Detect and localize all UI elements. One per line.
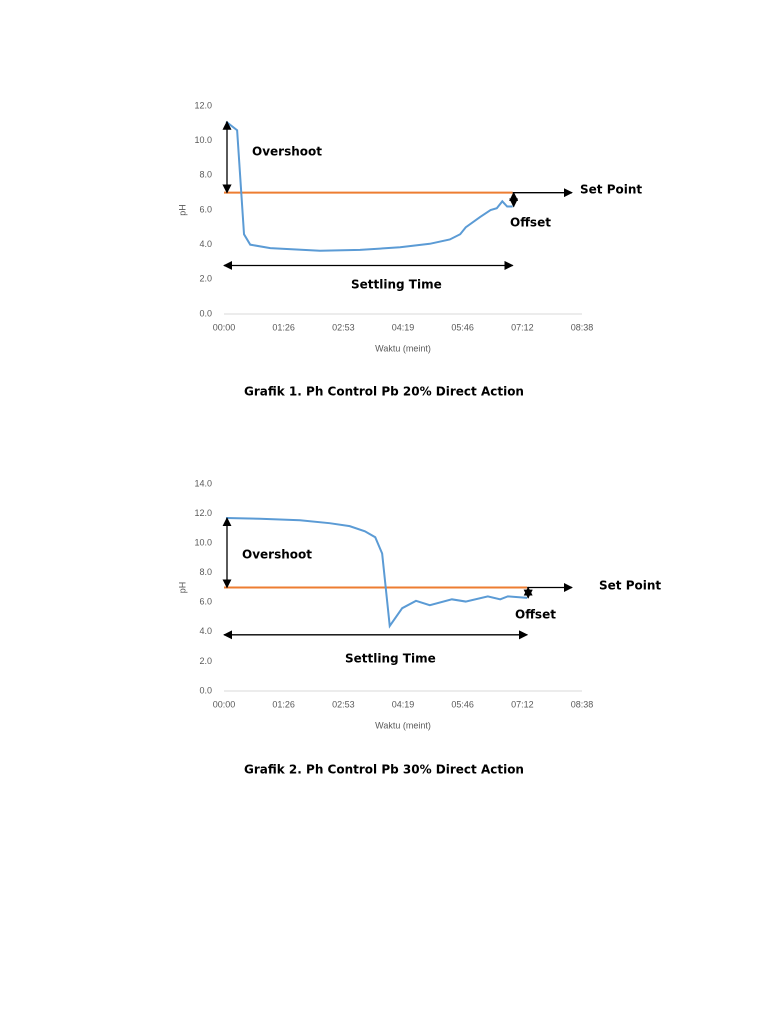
y-tick-label: 10.0 xyxy=(194,135,212,145)
y-tick-label: 2.0 xyxy=(199,274,212,284)
y-tick-label: 10.0 xyxy=(194,538,212,548)
annotation: Offset xyxy=(515,608,556,622)
y-axis-label: pH xyxy=(177,582,187,594)
y-tick-label: 14.0 xyxy=(194,478,212,488)
y-tick-label: 4.0 xyxy=(199,626,212,636)
annotation: Set Point xyxy=(599,579,661,593)
x-tick-label: 01:26 xyxy=(272,322,295,332)
annotation: Settling Time xyxy=(351,278,442,292)
chart-caption: Grafik 2. Ph Control Pb 30% Direct Actio… xyxy=(244,763,524,777)
y-tick-label: 4.0 xyxy=(199,239,212,249)
chart-caption: Grafik 1. Ph Control Pb 20% Direct Actio… xyxy=(244,385,524,399)
x-tick-label: 07:12 xyxy=(511,322,534,332)
y-tick-label: 6.0 xyxy=(199,597,212,607)
x-tick-label: 04:19 xyxy=(392,322,415,332)
x-tick-label: 08:38 xyxy=(571,699,594,709)
annotation: Settling Time xyxy=(345,652,436,666)
y-tick-label: 8.0 xyxy=(199,567,212,577)
ph-line xyxy=(225,120,513,252)
x-tick-label: 00:00 xyxy=(213,322,236,332)
x-tick-label: 04:19 xyxy=(392,699,415,709)
y-tick-label: 2.0 xyxy=(199,656,212,666)
x-axis-label: Waktu (meint) xyxy=(375,720,431,730)
x-tick-label: 07:12 xyxy=(511,699,534,709)
y-axis-label: pH xyxy=(177,204,187,216)
x-tick-label: 02:53 xyxy=(332,322,355,332)
annotation: Overshoot xyxy=(252,145,322,159)
x-tick-label: 05:46 xyxy=(451,699,474,709)
ph-line xyxy=(226,517,528,629)
annotation: Overshoot xyxy=(242,548,312,562)
x-tick-label: 05:46 xyxy=(451,322,474,332)
x-tick-label: 01:26 xyxy=(272,699,295,709)
y-tick-label: 0.0 xyxy=(199,308,212,318)
annotation: Set Point xyxy=(580,183,642,197)
x-tick-label: 02:53 xyxy=(332,699,355,709)
y-tick-label: 0.0 xyxy=(199,685,212,695)
y-tick-label: 12.0 xyxy=(194,508,212,518)
x-axis-label: Waktu (meint) xyxy=(375,343,431,353)
x-tick-label: 00:00 xyxy=(213,699,236,709)
y-tick-label: 12.0 xyxy=(194,100,212,110)
y-tick-label: 6.0 xyxy=(199,204,212,214)
x-tick-label: 08:38 xyxy=(571,322,594,332)
annotation: Offset xyxy=(510,216,551,230)
y-tick-label: 8.0 xyxy=(199,170,212,180)
